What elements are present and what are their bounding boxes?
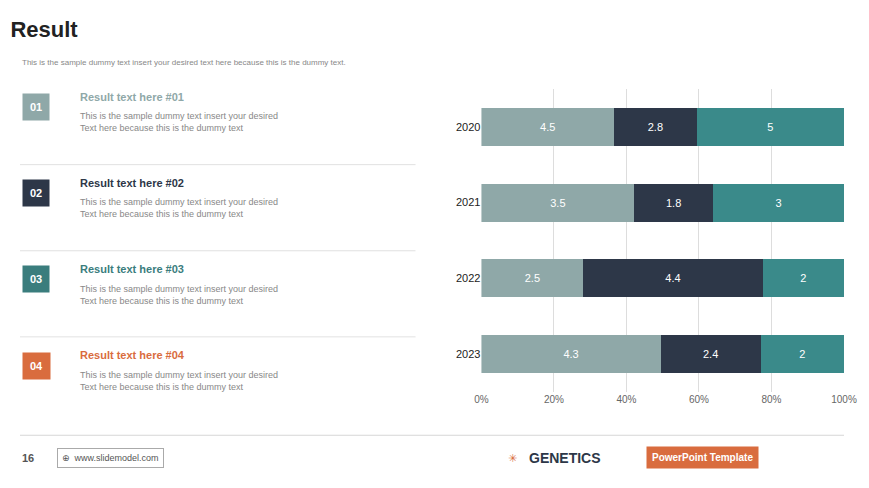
svg-text:4.5: 4.5 bbox=[540, 121, 555, 133]
svg-text:PowerPoint Template: PowerPoint Template bbox=[652, 452, 753, 463]
svg-text:16: 16 bbox=[22, 452, 34, 464]
svg-text:This is the sample dummy text: This is the sample dummy text insert you… bbox=[80, 370, 278, 392]
svg-text:GENETICS: GENETICS bbox=[529, 450, 601, 466]
svg-text:2.8: 2.8 bbox=[648, 121, 663, 133]
svg-text:Result text here #01: Result text here #01 bbox=[80, 91, 184, 103]
svg-text:Result: Result bbox=[10, 17, 78, 42]
svg-text:Result text here #02: Result text here #02 bbox=[80, 177, 184, 189]
svg-text:This is the sample dummy text: This is the sample dummy text insert you… bbox=[22, 58, 346, 67]
svg-text:2023: 2023 bbox=[456, 348, 480, 360]
svg-text:2.4: 2.4 bbox=[703, 348, 718, 360]
svg-text:1.8: 1.8 bbox=[666, 197, 681, 209]
svg-text:This is the sample dummy text: This is the sample dummy text insert you… bbox=[80, 197, 278, 219]
svg-text:4.3: 4.3 bbox=[563, 348, 578, 360]
svg-text:04: 04 bbox=[30, 360, 43, 372]
svg-text:✳: ✳ bbox=[508, 452, 517, 464]
svg-text:5: 5 bbox=[767, 121, 773, 133]
svg-text:2: 2 bbox=[799, 348, 805, 360]
svg-text:This is the sample dummy text: This is the sample dummy text insert you… bbox=[80, 111, 278, 133]
svg-text:40%: 40% bbox=[616, 394, 636, 405]
svg-text:3: 3 bbox=[775, 197, 781, 209]
svg-text:02: 02 bbox=[30, 187, 42, 199]
svg-text:20%: 20% bbox=[544, 394, 564, 405]
svg-text:Result text here #03: Result text here #03 bbox=[80, 263, 184, 275]
svg-text:60%: 60% bbox=[689, 394, 709, 405]
svg-text:01: 01 bbox=[30, 101, 42, 113]
svg-text:03: 03 bbox=[30, 273, 42, 285]
svg-text:Result text here #04: Result text here #04 bbox=[80, 349, 185, 361]
svg-text:2022: 2022 bbox=[456, 272, 480, 284]
svg-text:⊕ www.slidemodel.com: ⊕ www.slidemodel.com bbox=[62, 453, 159, 463]
svg-text:2: 2 bbox=[800, 272, 806, 284]
svg-text:80%: 80% bbox=[761, 394, 781, 405]
svg-text:3.5: 3.5 bbox=[550, 197, 565, 209]
svg-text:This is the sample dummy text: This is the sample dummy text insert you… bbox=[80, 284, 278, 306]
svg-text:2021: 2021 bbox=[456, 196, 480, 208]
svg-text:100%: 100% bbox=[831, 394, 857, 405]
svg-text:4.4: 4.4 bbox=[665, 272, 680, 284]
svg-text:2.5: 2.5 bbox=[525, 272, 540, 284]
svg-text:2020: 2020 bbox=[456, 121, 480, 133]
svg-text:0%: 0% bbox=[474, 394, 489, 405]
